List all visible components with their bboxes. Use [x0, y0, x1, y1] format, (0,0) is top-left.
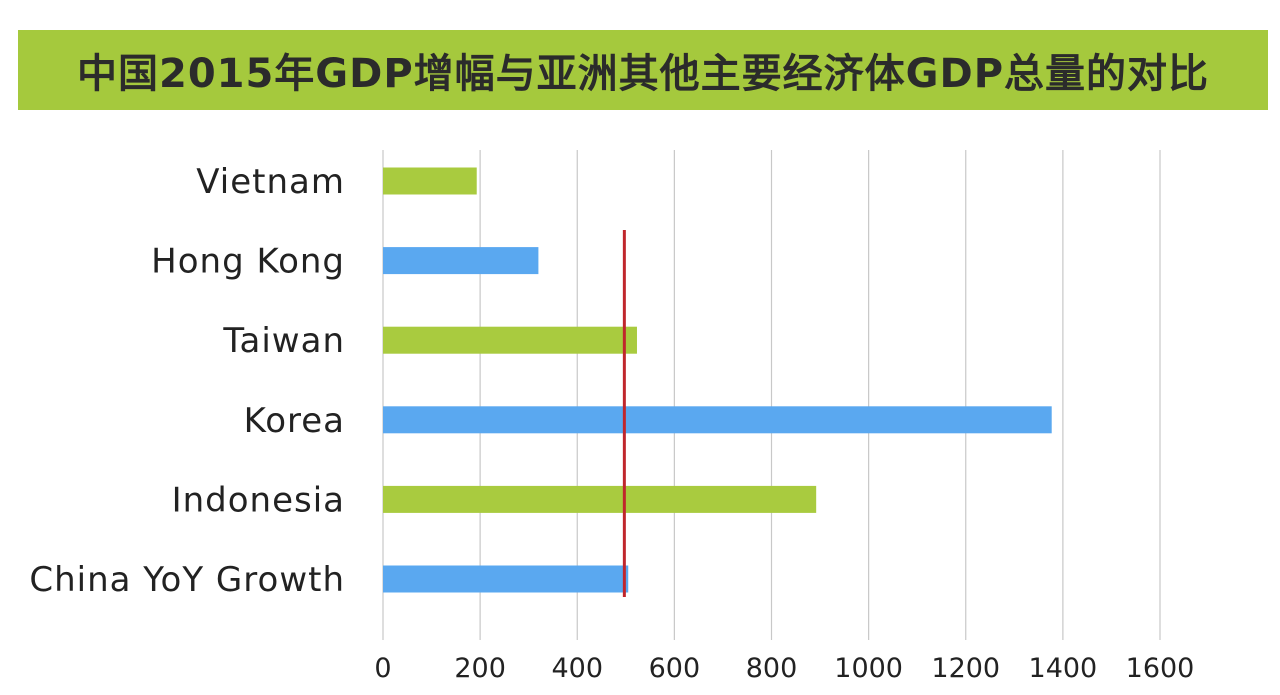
x-tick-label: 200 [454, 653, 506, 684]
x-tick-label: 1200 [931, 653, 1000, 684]
x-tick-label: 1000 [834, 653, 903, 684]
category-label: China YoY Growth [29, 560, 345, 600]
bar-indonesia [383, 485, 817, 513]
bar-taiwan [383, 326, 637, 354]
grid-lines [382, 150, 1161, 640]
category-label: Hong Kong [151, 242, 345, 282]
bars [383, 167, 1052, 593]
x-tick-label: 0 [374, 653, 391, 684]
bar-hong-kong [383, 247, 539, 275]
chart-title: 中国2015年GDP增幅与亚洲其他主要经济体GDP总量的对比 [76, 51, 1210, 97]
bar-china-yoy-growth [383, 565, 629, 593]
x-tick-label: 600 [649, 653, 701, 684]
title-banner: 中国2015年GDP增幅与亚洲其他主要经济体GDP总量的对比 [18, 30, 1268, 110]
bar-vietnam [383, 167, 477, 195]
category-label: Indonesia [172, 480, 345, 520]
x-tick-label: 1400 [1029, 653, 1098, 684]
category-label: Vietnam [196, 162, 345, 202]
category-label: Taiwan [222, 321, 345, 361]
bar-korea [383, 406, 1052, 434]
category-labels: Vietnam Hong Kong Taiwan Korea Indonesia Chin… [29, 162, 345, 600]
x-tick-label: 800 [746, 653, 798, 684]
category-label: Korea [244, 401, 345, 441]
x-tick-label: 1600 [1126, 653, 1195, 684]
tick-labels: 0 200 400 600 800 1000 1200 1400 1600 [374, 653, 1194, 684]
x-tick-label: 400 [551, 653, 603, 684]
